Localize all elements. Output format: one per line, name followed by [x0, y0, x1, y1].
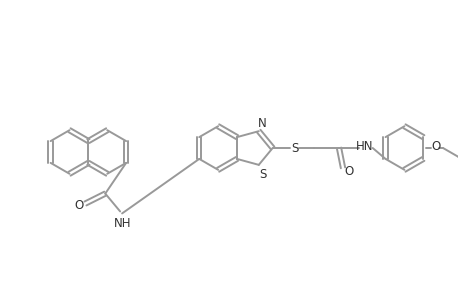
- Text: S: S: [290, 142, 297, 154]
- Text: O: O: [344, 165, 353, 178]
- Text: S: S: [258, 168, 266, 181]
- Text: O: O: [74, 199, 83, 212]
- Text: NH: NH: [114, 217, 132, 230]
- Text: N: N: [258, 117, 267, 130]
- Text: O: O: [431, 140, 440, 152]
- Text: HN: HN: [355, 140, 373, 152]
